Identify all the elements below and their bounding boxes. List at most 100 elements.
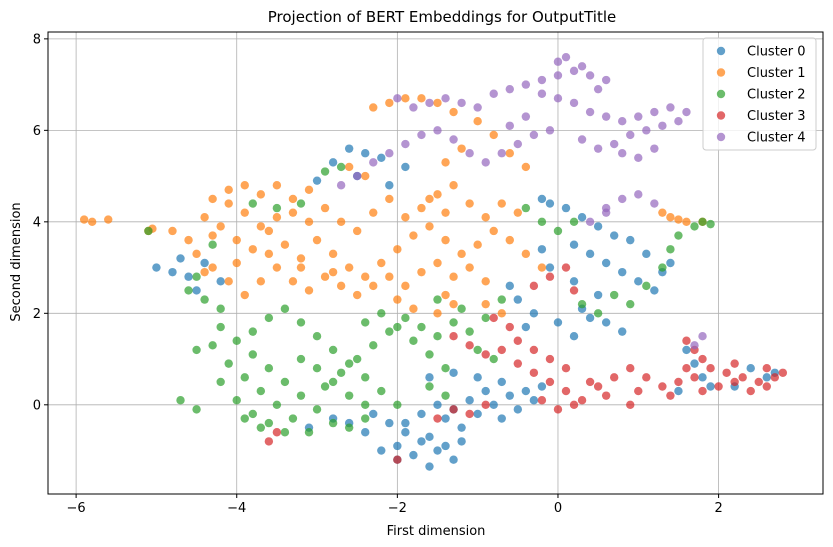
cluster-2-point <box>361 373 370 382</box>
cluster-2-point <box>320 382 330 391</box>
cluster-2-point <box>296 354 306 364</box>
cluster-0-point <box>609 231 619 240</box>
cluster-3-point <box>609 373 619 382</box>
cluster-4-point <box>553 94 563 103</box>
cluster-2-point <box>393 322 402 332</box>
cluster-0-point <box>489 400 498 410</box>
cluster-1-point <box>361 272 370 281</box>
cluster-0-point <box>361 428 370 437</box>
cluster-2-point <box>457 304 466 313</box>
cluster-0-point <box>545 199 555 208</box>
cluster-1-point <box>352 226 362 236</box>
x-tick-label: −4 <box>227 501 246 516</box>
cluster-2-point <box>361 414 370 423</box>
cluster-4-point <box>650 144 659 153</box>
cluster-1-point <box>288 194 298 204</box>
cluster-2-point <box>465 327 474 336</box>
cluster-4-point <box>569 66 579 76</box>
legend-marker <box>716 111 726 120</box>
cluster-1-point <box>296 263 306 272</box>
cluster-3-point <box>529 345 539 355</box>
cluster-4-point <box>336 181 346 190</box>
cluster-3-point <box>545 377 555 387</box>
cluster-2-point <box>232 396 241 405</box>
cluster-2-point <box>240 414 249 423</box>
cluster-1-point <box>256 190 266 199</box>
cluster-1-point <box>425 222 434 231</box>
cluster-1-point <box>489 130 498 140</box>
cluster-1-point <box>481 277 490 286</box>
cluster-3-point <box>264 437 274 446</box>
cluster-2-point <box>248 350 257 359</box>
cluster-1-point <box>441 158 450 167</box>
cluster-1-point <box>658 208 667 217</box>
cluster-1-point <box>320 203 330 213</box>
cluster-2-point <box>658 263 667 272</box>
cluster-1-point <box>216 222 225 231</box>
cluster-0-point <box>433 400 442 410</box>
cluster-1-point <box>433 190 442 199</box>
cluster-0-point <box>152 263 161 272</box>
cluster-3-point <box>393 455 402 464</box>
cluster-3-point <box>513 336 523 345</box>
cluster-4-point <box>593 84 603 94</box>
cluster-1-point <box>264 226 274 236</box>
cluster-1-point <box>433 258 442 268</box>
cluster-3-point <box>762 382 771 391</box>
cluster-2-point <box>192 405 201 414</box>
cluster-4-point <box>425 98 434 108</box>
cluster-0-point <box>385 418 394 428</box>
cluster-0-point <box>192 286 201 295</box>
cluster-2-point <box>361 318 370 327</box>
cluster-1-point <box>401 281 410 291</box>
cluster-2-point <box>296 199 306 208</box>
cluster-1-point <box>481 213 490 222</box>
cluster-1-point <box>240 208 249 217</box>
cluster-1-point <box>304 286 314 295</box>
cluster-0-point <box>457 423 466 432</box>
cluster-1-point <box>401 94 410 103</box>
cluster-1-point <box>497 199 506 208</box>
cluster-4-point <box>618 194 627 204</box>
cluster-1-point <box>232 235 241 245</box>
cluster-0-point <box>666 258 675 268</box>
cluster-1-point <box>296 254 306 263</box>
cluster-3-point <box>505 322 514 332</box>
cluster-2-point <box>248 409 257 419</box>
cluster-0-point <box>505 281 514 291</box>
cluster-3-point <box>561 364 571 373</box>
cluster-4-point <box>449 135 458 144</box>
cluster-0-point <box>561 203 571 213</box>
cluster-2-point <box>369 341 378 350</box>
cluster-3-point <box>272 428 282 437</box>
cluster-2-point <box>288 414 298 423</box>
cluster-0-point <box>746 364 755 373</box>
cluster-0-point <box>569 240 579 249</box>
cluster-2-point <box>481 313 490 323</box>
cluster-1-point <box>288 208 298 217</box>
x-tick-label: −6 <box>67 501 86 516</box>
cluster-1-point <box>104 215 113 224</box>
cluster-0-point <box>481 386 490 396</box>
cluster-4-point <box>666 103 675 112</box>
cluster-1-point <box>449 299 458 309</box>
cluster-1-point <box>505 149 514 158</box>
cluster-2-point <box>312 364 322 373</box>
cluster-1-point <box>393 295 402 304</box>
cluster-0-point <box>698 373 707 382</box>
cluster-0-point <box>593 222 603 231</box>
cluster-1-point <box>393 245 402 254</box>
cluster-3-point <box>601 391 611 400</box>
cluster-3-point <box>770 373 780 382</box>
cluster-0-point <box>690 359 699 368</box>
cluster-4-point <box>489 89 498 98</box>
x-tick-label: 0 <box>554 501 562 516</box>
cluster-1-point <box>168 226 177 236</box>
cluster-2-point <box>240 373 249 382</box>
cluster-4-point <box>585 107 595 117</box>
cluster-4-point <box>626 130 635 140</box>
cluster-4-point <box>441 94 450 103</box>
cluster-2-point <box>200 295 209 304</box>
legend-marker <box>716 68 726 77</box>
cluster-1-point <box>465 199 474 208</box>
